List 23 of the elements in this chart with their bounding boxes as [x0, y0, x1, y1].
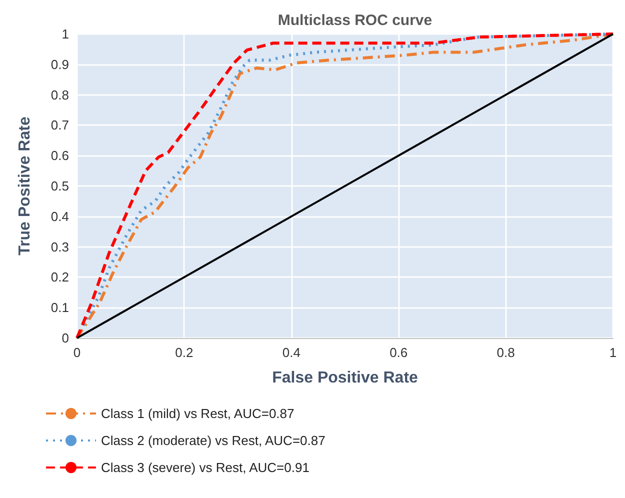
y-axis-title: True Positive Rate — [16, 116, 34, 256]
x-tick-label: 0.4 — [282, 345, 300, 360]
x-tick-label: 0.8 — [496, 345, 515, 360]
y-tick-label: 0.7 — [50, 118, 69, 133]
y-tick-label: 0.4 — [50, 208, 69, 224]
y-tick-label: 0.6 — [50, 148, 69, 164]
y-tick-label: 0.8 — [50, 87, 69, 102]
y-tick-label: 0.5 — [50, 178, 69, 194]
x-tick-label: 0.6 — [390, 345, 408, 360]
y-tick-label: 0 — [62, 330, 69, 346]
y-tick-label: 0.2 — [50, 270, 69, 285]
x-axis-title: False Positive Rate — [272, 370, 418, 386]
legend-label: Class 2 (moderate) vs Rest, AUC=0.87 — [101, 433, 326, 448]
y-tick-label: 0.1 — [50, 300, 69, 316]
legend-label: Class 1 (mild) vs Rest, AUC=0.87 — [101, 406, 294, 421]
y-tick-label: 0.9 — [50, 56, 69, 72]
y-tick-label: 1 — [62, 26, 69, 42]
legend-label: Class 3 (severe) vs Rest, AUC=0.91 — [101, 460, 310, 475]
chart-title: Multiclass ROC curve — [278, 12, 432, 29]
x-tick-label: 1 — [609, 345, 617, 360]
y-tick-label: 0.3 — [50, 239, 69, 254]
x-tick-label: 0 — [73, 345, 81, 360]
x-tick-label: 0.2 — [175, 345, 194, 360]
